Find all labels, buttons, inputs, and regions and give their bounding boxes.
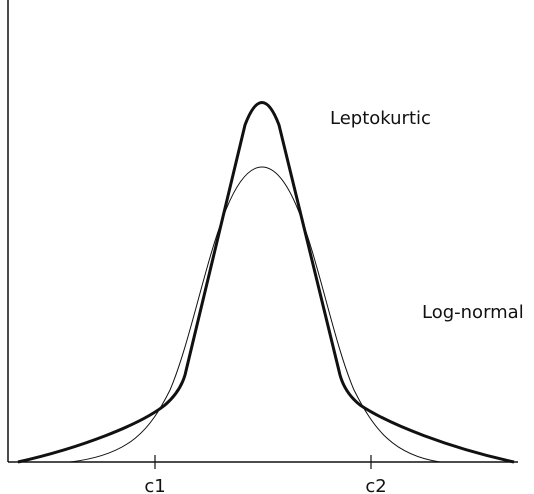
tick-label: c1 bbox=[144, 476, 165, 494]
tick-label: c2 bbox=[365, 476, 386, 494]
leptokurtic-curve bbox=[17, 101, 515, 464]
curve-label: Leptokurtic bbox=[330, 108, 431, 129]
curve-label: Log-normal bbox=[422, 302, 524, 323]
